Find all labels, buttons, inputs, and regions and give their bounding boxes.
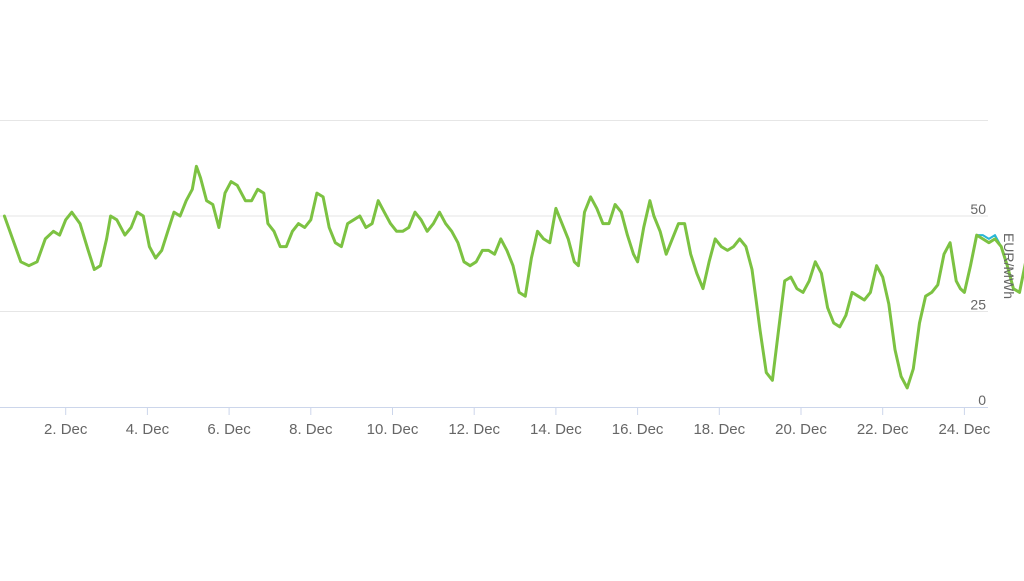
- x-tick-label: 14. Dec: [530, 421, 582, 438]
- y-tick-label: 25: [970, 297, 986, 313]
- x-tick-label: 16. Dec: [612, 421, 664, 438]
- x-tick-label: 2. Dec: [44, 421, 88, 438]
- series-lines: [2, 164, 1024, 390]
- y-axis-title: EUR/MWh: [1001, 233, 1017, 299]
- y-tick-labels: 0 25 50: [970, 201, 986, 408]
- x-axis: [0, 407, 988, 415]
- grid-lines: [0, 120, 988, 312]
- x-tick-label: 20. Dec: [775, 421, 827, 438]
- x-tick-label: 22. Dec: [857, 421, 909, 438]
- x-tick-label: 6. Dec: [207, 421, 251, 438]
- x-tick-label: 24. Dec: [939, 421, 991, 438]
- x-tick-labels: 2. Dec 4. Dec 6. Dec 8. Dec 10. Dec 12. Dec 14…: [44, 421, 991, 438]
- x-tick-label: 8. Dec: [289, 421, 333, 438]
- x-tick-label: 10. Dec: [367, 421, 419, 438]
- y-tick-label: 50: [970, 201, 986, 217]
- series-line-2: [2, 164, 1024, 390]
- x-tick-label: 4. Dec: [126, 421, 170, 438]
- x-tick-label: 18. Dec: [693, 421, 745, 438]
- x-tick-label: 12. Dec: [448, 421, 500, 438]
- y-tick-label: 0: [978, 392, 986, 408]
